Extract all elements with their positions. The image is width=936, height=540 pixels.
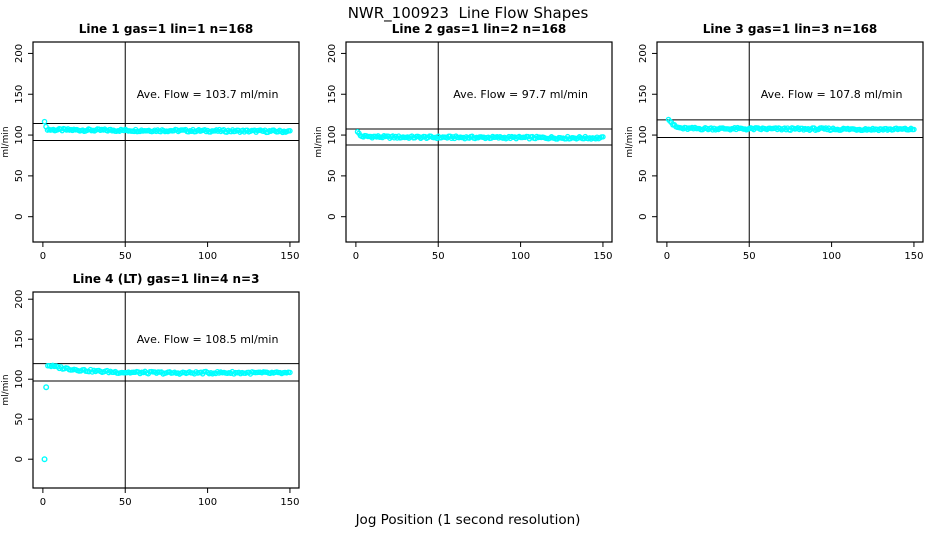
- data-point: [41, 118, 48, 125]
- ave-flow-annotation: Ave. Flow = 107.8 ml/min: [761, 88, 903, 101]
- y-tick-label: 0: [638, 214, 649, 220]
- y-axis-label: ml/min: [314, 126, 324, 157]
- x-tick-label: 100: [198, 497, 217, 508]
- outlier-data-point: [41, 456, 48, 463]
- y-tick-label: 50: [14, 170, 25, 183]
- panel-plot-line-1: 0 50 100 150 200 0 50 100 150 ml/min Ave. Flow = 1…: [1, 41, 300, 262]
- x-tick-label: 100: [822, 251, 841, 262]
- plot-box: [32, 291, 300, 489]
- x-tick-label: 50: [432, 251, 445, 262]
- x-tick-label: 150: [280, 251, 299, 262]
- data-point: [911, 126, 917, 133]
- y-tick-label: 200: [14, 44, 25, 63]
- plot-box: [345, 41, 613, 243]
- y-tick-label: 100: [327, 126, 338, 145]
- panel-title-line-2: Line 2 gas=1 lin=2 n=168: [391, 22, 567, 36]
- panel-title-line-1: Line 1 gas=1 lin=1 n=168: [78, 22, 254, 36]
- data-point: [287, 369, 293, 376]
- x-tick-label: 150: [904, 251, 923, 262]
- x-tick-label: 0: [664, 251, 670, 262]
- y-tick-label: 100: [638, 126, 649, 145]
- panel-plot-line-3: 0 50 100 150 200 0 50 100 150 ml/min Ave. Flow = 1…: [625, 41, 924, 262]
- data-point: [600, 134, 606, 140]
- x-tick-label: 0: [353, 251, 359, 262]
- y-tick-label: 0: [14, 214, 25, 220]
- y-tick-label: 150: [14, 330, 25, 349]
- plot-box: [32, 41, 300, 243]
- x-tick-label: 100: [198, 251, 217, 262]
- y-axis-label: ml/min: [1, 126, 11, 157]
- figure-title: NWR_100923 Line Flow Shapes: [347, 4, 589, 22]
- y-tick-label: 100: [14, 370, 25, 389]
- plot-box: [656, 41, 924, 243]
- y-tick-label: 150: [14, 85, 25, 104]
- y-tick-label: 50: [327, 170, 338, 183]
- y-axis-label: ml/min: [625, 126, 635, 157]
- y-tick-label: 100: [14, 126, 25, 145]
- x-tick-label: 100: [511, 251, 530, 262]
- panel-plot-line-4: 0 50 100 150 200 0 50 100 150 ml/min Ave. Flow = 1…: [1, 290, 300, 508]
- panel-title-line-4: Line 4 (LT) gas=1 lin=4 n=3: [72, 272, 260, 286]
- ave-flow-annotation: Ave. Flow = 97.7 ml/min: [453, 88, 588, 101]
- outlier-data-point: [43, 384, 50, 391]
- ave-flow-annotation: Ave. Flow = 108.5 ml/min: [137, 333, 279, 346]
- y-tick-label: 200: [638, 44, 649, 63]
- y-tick-label: 0: [14, 456, 25, 462]
- y-tick-label: 50: [14, 413, 25, 426]
- x-tick-label: 150: [593, 251, 612, 262]
- data-point: [287, 128, 293, 134]
- y-tick-label: 150: [327, 85, 338, 104]
- x-axis-label: Jog Position (1 second resolution): [355, 512, 581, 528]
- y-tick-label: 150: [638, 85, 649, 104]
- ave-flow-annotation: Ave. Flow = 103.7 ml/min: [137, 88, 279, 101]
- x-tick-label: 50: [743, 251, 756, 262]
- panel-title-line-3: Line 3 gas=1 lin=3 n=168: [702, 22, 878, 36]
- x-tick-label: 50: [119, 497, 132, 508]
- panel-plot-line-2: 0 50 100 150 200 0 50 100 150 ml/min Ave. Flow = 9…: [314, 41, 613, 262]
- y-tick-label: 200: [327, 44, 338, 63]
- x-tick-label: 50: [119, 251, 132, 262]
- y-axis-label: ml/min: [1, 374, 11, 405]
- x-tick-label: 0: [40, 497, 46, 508]
- y-tick-label: 0: [327, 214, 338, 220]
- y-tick-label: 200: [14, 290, 25, 309]
- y-tick-label: 50: [638, 170, 649, 183]
- x-tick-label: 150: [280, 497, 299, 508]
- x-tick-label: 0: [40, 251, 46, 262]
